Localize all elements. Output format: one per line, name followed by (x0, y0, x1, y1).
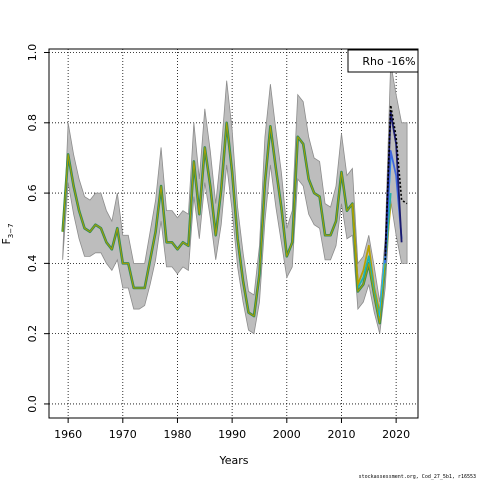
x-axis: 1960 1970 1980 1990 2000 2010 2020 (54, 418, 410, 441)
series-line-main-overlay (62, 122, 386, 324)
plot-frame (48, 48, 419, 419)
y-axis-title: F3−7 (0, 223, 15, 244)
x-tick-label: 1970 (109, 428, 137, 441)
series-line-5 (384, 111, 403, 257)
y-tick-label: 1.0 (26, 44, 39, 62)
series-lines (61, 105, 408, 325)
base-run-dashed-line (384, 105, 408, 260)
x-axis-title: Years (218, 454, 248, 467)
x-tick-label: 2010 (327, 428, 355, 441)
legend-box (347, 49, 419, 73)
y-axis-title-sub: 3−7 (7, 223, 15, 238)
y-axis-title-main: F (0, 238, 13, 244)
y-tick-label: 0.8 (26, 114, 39, 132)
x-tick-label: 1960 (54, 428, 82, 441)
y-tick-label: 0.2 (26, 325, 39, 343)
x-tick-label: 2000 (273, 428, 301, 441)
x-tick-label: 2020 (382, 428, 410, 441)
y-tick-label: 0.4 (26, 255, 39, 273)
y-tick-label: 0.6 (26, 184, 39, 202)
svg-text:F3−7: F3−7 (0, 223, 15, 244)
x-tick-label: 1990 (218, 428, 246, 441)
y-axis: 0.0 0.2 0.4 0.6 0.8 1.0 (26, 44, 49, 413)
footer-text: stockassessment.org, Cod_27_5b1, r16553 (359, 474, 476, 480)
x-tick-label: 1980 (163, 428, 191, 441)
legend: Rho -16% (347, 49, 419, 73)
y-tick-label: 0.0 (26, 395, 39, 413)
legend-text: Rho -16% (362, 55, 415, 68)
